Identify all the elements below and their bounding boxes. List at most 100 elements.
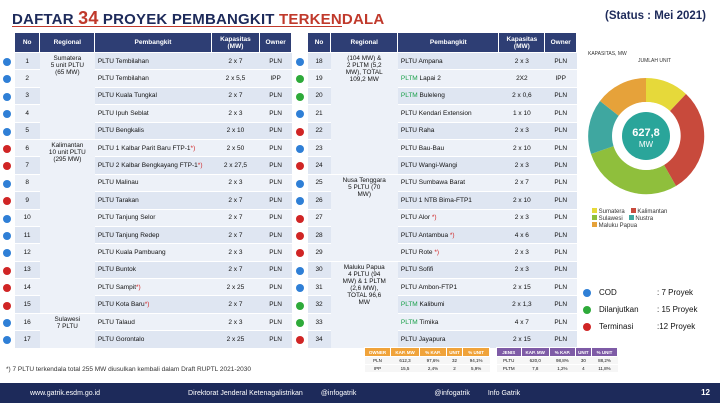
legend-sumatera: Sumatera [598,209,625,215]
table-row: 34 PLTU Jayapura 2 x 15 PLN [307,330,577,349]
row-kapasitas: 2 x 3 [498,261,545,280]
mini-cell: 98,8% [549,356,576,365]
right-project-table: No Regional Pembangkit Kapasitas (MW) Ow… [306,32,577,349]
row-kapasitas: 2 x 3 [211,243,260,262]
row-kapasitas: 2 x 3 [211,104,260,123]
mini-cell: 1,2% [549,364,576,373]
table-row: 5 PLTU Bengkalis 2 x 10 PLN [14,122,292,140]
mini-header: UNIT [574,347,592,357]
row-pembangkit: PLTU Bau-Bau [397,139,499,158]
mini-header: JENIS [496,347,522,357]
donut-unit: MW [639,140,654,149]
footer-site[interactable]: www.gatrik.esdm.go.id [30,389,101,397]
row-owner: PLN [544,174,577,193]
row-kapasitas: 2 x 3 [498,243,545,262]
table-row: 20 PLTM Buleleng 2 x 0,6 PLN [307,87,577,106]
row-pembangkit: PLTU Kuala Pambuang [94,243,212,262]
mini-cell: IPP [364,364,391,373]
row-kapasitas: 2 x 3 [498,52,545,71]
table-row: 14 PLTU Sampit*) 2 x 25 PLN [14,278,292,297]
mini-cell: 612,3 [390,356,420,365]
mini-header: % UNIT [590,347,619,357]
row-no: 4 [14,104,40,123]
status-dot [3,336,11,345]
capacity-donut: KAPASITAS, MW JUMLAH UNIT 627,8 MW [588,51,705,195]
legend-dilanjutkan: Dilanjutkan: 15 Proyek [583,305,697,314]
col-no: No [306,32,332,53]
mini-cell: 5,9% [462,364,490,373]
legend-sulawesi: Sulawesi [598,216,623,222]
footnote: *) 7 PLTU terkendala total 255 MW diusul… [6,366,251,373]
row-pembangkit: PLTU Raha [397,122,499,140]
table-row: 8 PLTU Malinau 2 x 3 PLN [14,174,292,193]
status-dot [296,145,304,153]
row-owner: PLN [259,191,292,210]
mini-header: UNIT [445,347,464,357]
status-dot [3,92,11,101]
row-owner: PLN [259,87,292,106]
status-dot [3,179,11,188]
row-pembangkit: PLTU Tarakan [94,191,212,210]
row-no: 10 [14,209,40,227]
table-row: 27 PLTU Alor *) 2 x 3 PLN [307,209,577,227]
row-kapasitas: 2 x 1,3 [498,295,545,314]
page-number: 12 [701,388,710,397]
status-dot [296,197,304,206]
mini-cell: 32 [446,356,463,365]
status-dot [3,232,11,240]
mini-cell: 2 [446,364,463,373]
row-no: 29 [307,243,331,262]
row-owner: PLN [544,191,577,210]
table-row: 7 PLTU 2 Kalbar Bengkayang FTP-1*) 2 x 27,… [14,156,292,175]
status-dot [3,162,11,171]
row-pembangkit: PLTM Timika [397,313,499,332]
table-row: 13 PLTU Buntok 2 x 7 PLN [14,261,292,280]
status-dot [296,92,304,101]
row-kapasitas: 4 x 7 [498,313,545,332]
status-dot [3,145,11,153]
row-no: 27 [307,209,331,227]
row-kapasitas: 1 x 10 [498,104,545,123]
col-kapasitas: Kapasitas (MW) [210,32,261,53]
status-dot [296,127,304,136]
footer-info[interactable]: Info Gatrik [487,389,521,397]
row-pembangkit: PLTU Antambua *) [397,226,499,245]
status-dot [3,284,11,293]
row-kapasitas: 2 x 3 [211,313,260,332]
row-owner: PLN [544,295,577,314]
footer-ig2[interactable]: @infogatrik [434,389,470,397]
row-kapasitas: 2 x 15 [498,330,545,349]
legend-maluku: Maluku Papua [598,223,638,229]
donut-legend: Sumatera Kalimantan Sulawesi Nustra Malu… [592,208,712,229]
row-regional: Nusa Tenggara 5 PLTU (70 MW) [330,174,398,262]
table-row: 3 PLTU Kuala Tungkal 2 x 7 PLN [14,87,292,106]
col-pembangkit: Pembangkit [397,32,500,53]
mini-header: KAP. MW [520,347,550,357]
row-no: 32 [307,295,331,314]
row-owner: PLN [259,52,292,71]
footer-ig1[interactable]: @infogatrik [320,389,357,397]
row-regional: Kalimantan 10 unit PLTU (295 MW) [39,139,95,314]
table-row: 29 PLTU Rote *) 2 x 3 PLN [307,243,577,262]
table-row: 30 Maluku Papua 4 PLTU (94 MW) & 1 PLTM (… [307,261,577,349]
table-row: 24 PLTU Wangi-Wangi 2 x 3 PLN [307,156,577,175]
row-no: 26 [307,191,331,210]
row-owner: PLN [259,226,292,245]
row-kapasitas: 2 x 3 [498,156,545,175]
row-no: 6 [14,139,40,158]
row-no: 9 [14,191,40,210]
status-date: (Status : Mei 2021) [605,10,706,22]
row-kapasitas: 2 x 25 [211,278,260,297]
row-owner: PLN [544,226,577,245]
legend-terminasi: Terminasi:12 Proyek [583,322,695,331]
row-owner: PLN [544,313,577,332]
legend-cod: COD: 7 Proyek [583,288,693,297]
mini-cell: 94,1% [462,356,490,365]
row-owner: PLN [544,139,577,158]
row-owner: PLN [544,243,577,262]
status-dot [3,197,11,206]
row-pembangkit: PLTU Rote *) [397,243,499,262]
row-kapasitas: 2 x 10 [498,191,545,210]
table-row: 23 PLTU Bau-Bau 2 x 10 PLN [307,139,577,158]
status-dot [296,336,304,345]
